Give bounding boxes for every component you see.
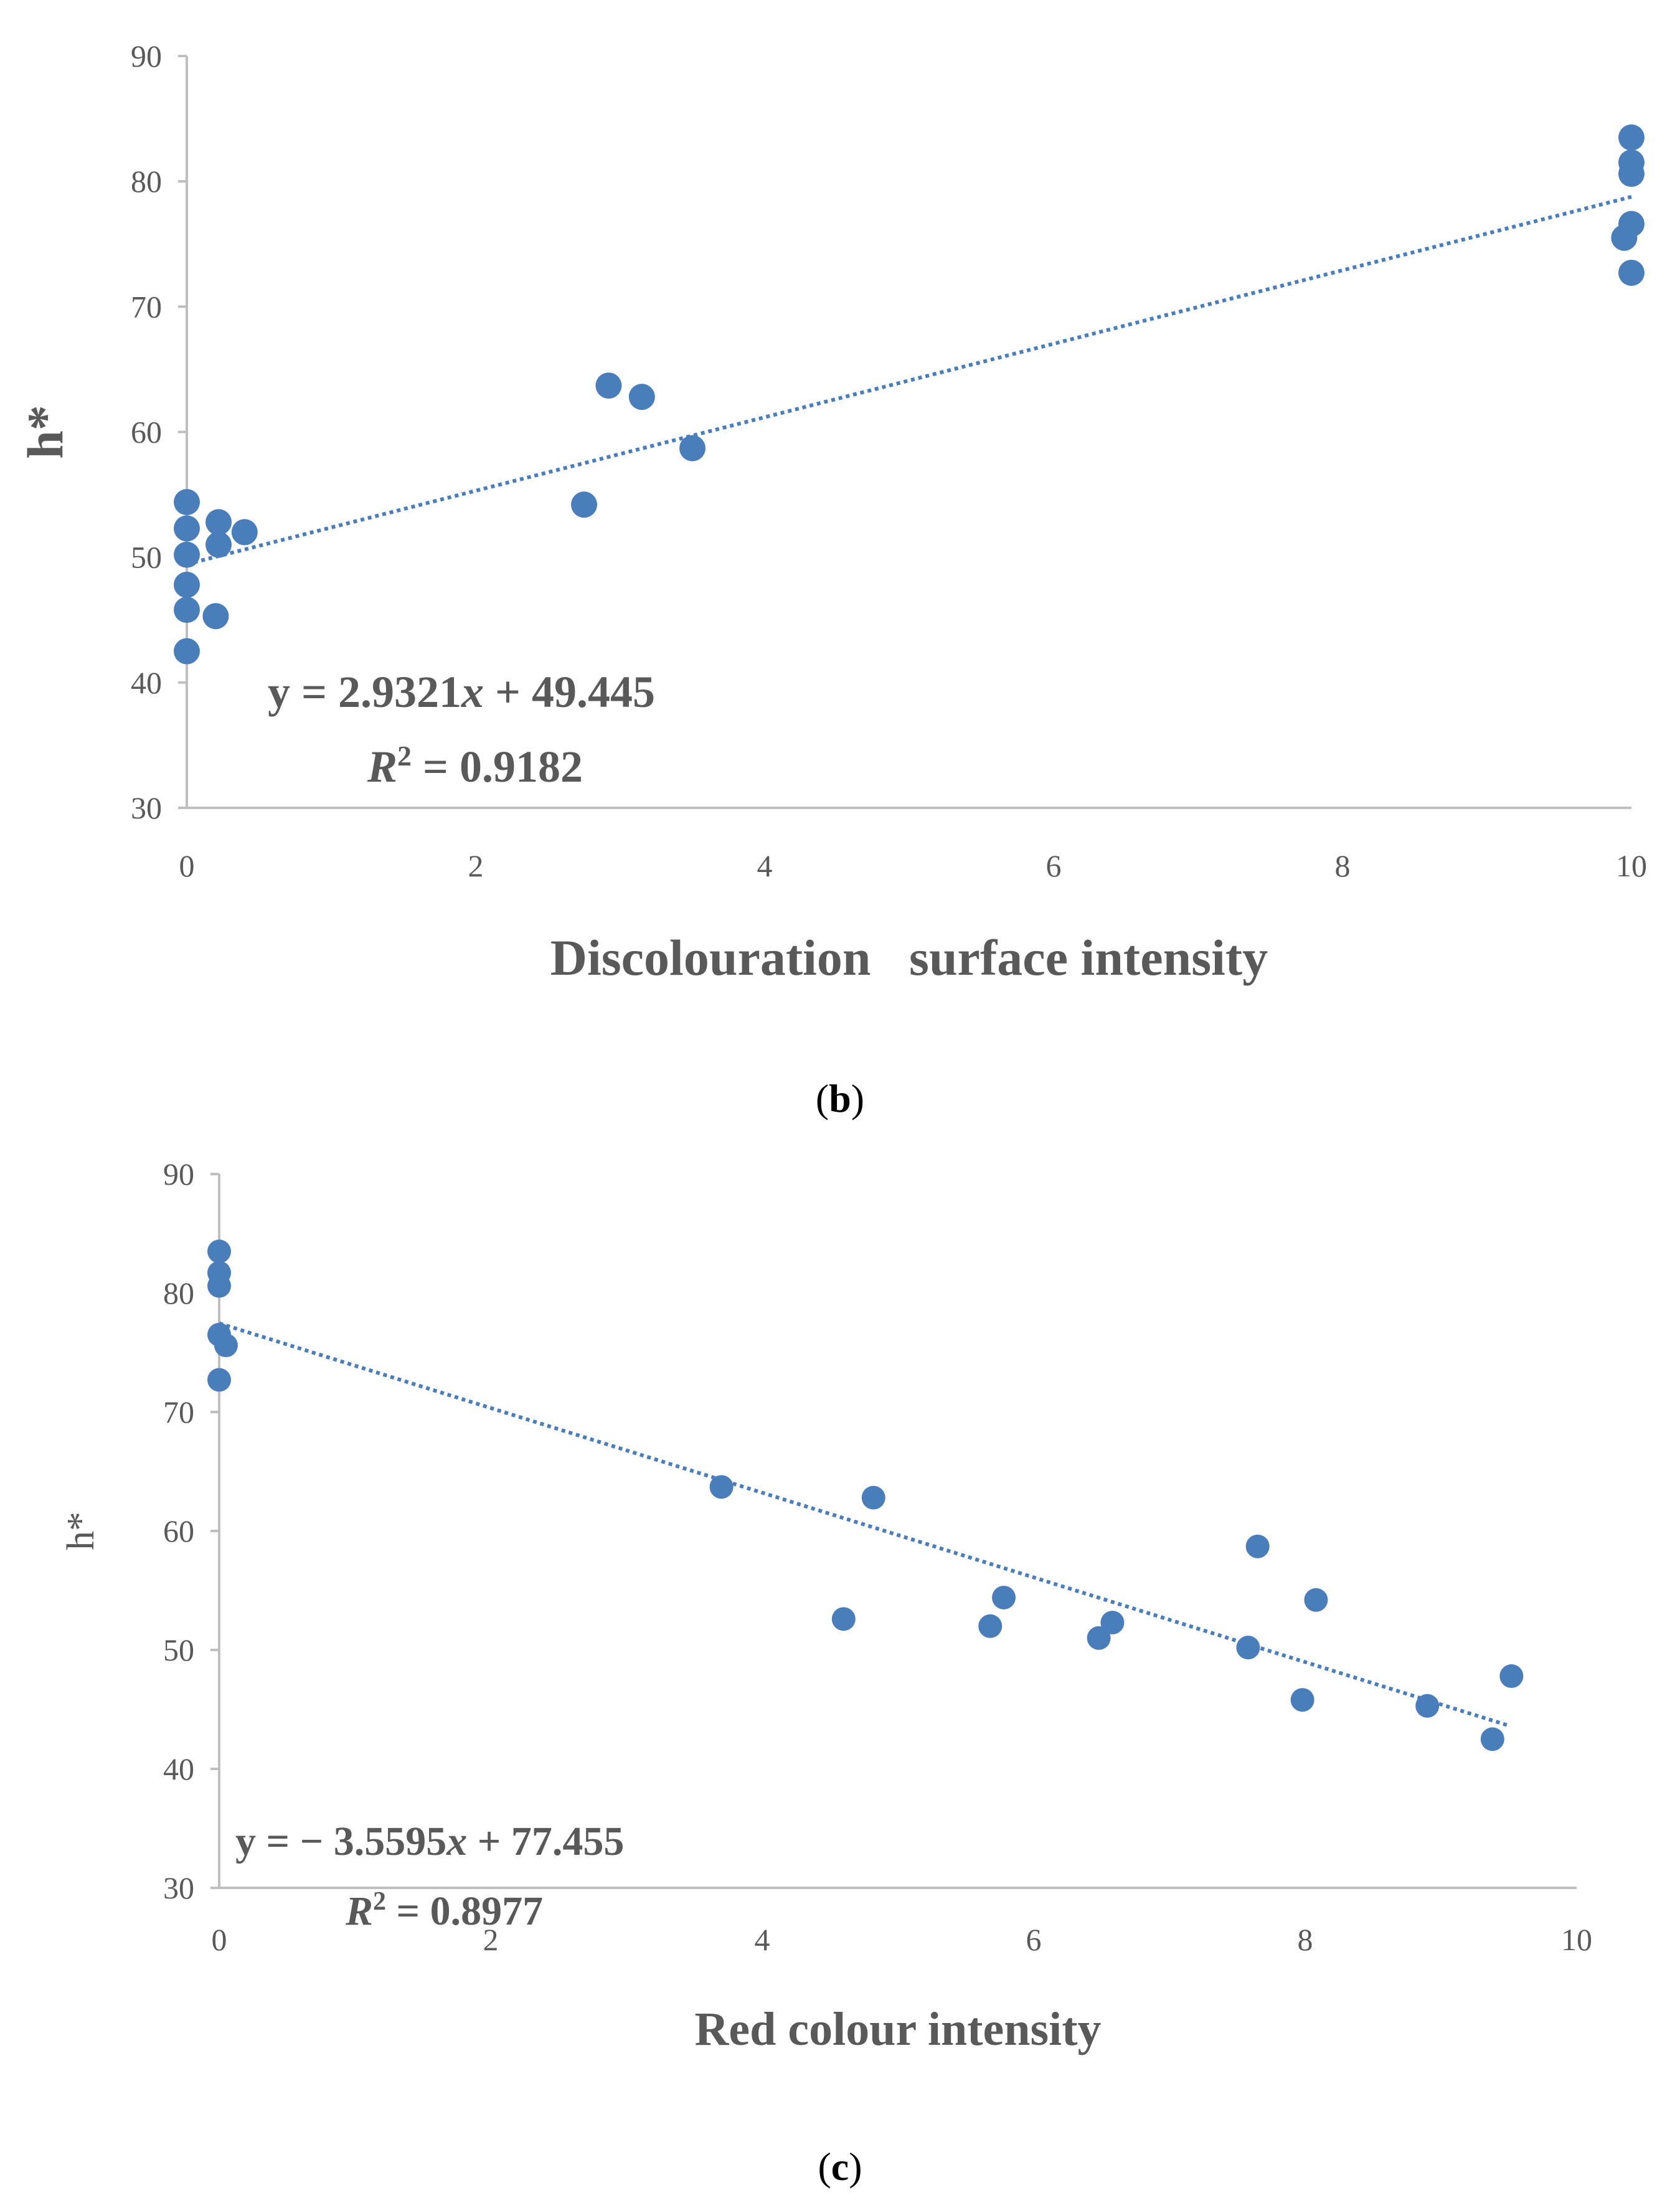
chart-c-y-tick-label: 80 bbox=[163, 1276, 194, 1310]
chart-b-point bbox=[205, 531, 232, 558]
chart-c-r2: R2 = 0.8977 bbox=[345, 1887, 543, 1934]
chart-c-point bbox=[1087, 1626, 1111, 1650]
chart-c-point bbox=[1499, 1664, 1524, 1689]
chart-b-point bbox=[628, 384, 655, 410]
chart-c-x-tick-label: 2 bbox=[483, 1922, 499, 1957]
chart-b-x-tick-label: 10 bbox=[1616, 848, 1647, 883]
chart-b-equation-var: x bbox=[461, 667, 484, 717]
chart-b-point bbox=[679, 435, 706, 462]
chart-b-point bbox=[174, 515, 200, 542]
chart-b-caption: (b) bbox=[816, 1076, 864, 1121]
chart-c-point bbox=[709, 1475, 734, 1499]
chart-b-x-tick-label: 4 bbox=[757, 848, 773, 883]
chart-c-point bbox=[1304, 1588, 1328, 1612]
chart-c-point bbox=[1245, 1534, 1270, 1558]
chart-c: 30 40 50 60 70 80 90 0 2 4 6 8 10 h* Red colour int… bbox=[60, 1157, 1592, 2189]
chart-b-point bbox=[1618, 149, 1645, 176]
chart-b-point bbox=[595, 372, 622, 399]
chart-b-point bbox=[174, 597, 200, 623]
chart-b-point bbox=[174, 541, 200, 568]
chart-b-point bbox=[1618, 124, 1645, 151]
chart-b-point bbox=[1618, 260, 1645, 287]
chart-c-x-tick-label: 6 bbox=[1026, 1922, 1042, 1957]
chart-c-point bbox=[207, 1368, 231, 1392]
chart-b-caption-letter: b bbox=[829, 1076, 851, 1121]
chart-c-y-tick-label: 60 bbox=[163, 1514, 194, 1548]
chart-b-r2: R2 = 0.9182 bbox=[367, 740, 583, 792]
chart-b-r2-sup: 2 bbox=[397, 740, 412, 772]
chart-b-point bbox=[174, 638, 200, 665]
chart-b-x-tick-label: 6 bbox=[1046, 848, 1062, 883]
chart-b-y-tick-label: 70 bbox=[131, 289, 162, 324]
chart-c-y-axis-label: h* bbox=[60, 1512, 102, 1550]
chart-c-x-tick-label: 8 bbox=[1298, 1922, 1313, 1957]
chart-c-point bbox=[831, 1607, 856, 1631]
chart-c-caption-letter: c bbox=[831, 2144, 849, 2189]
chart-b-trendline bbox=[186, 195, 1632, 566]
chart-b-point bbox=[202, 603, 229, 630]
chart-c-point bbox=[978, 1614, 1003, 1638]
chart-b-x-tick-label: 0 bbox=[179, 848, 195, 883]
chart-b-y-tick-label: 80 bbox=[131, 164, 162, 199]
chart-c-y-tick-label: 30 bbox=[163, 1870, 194, 1905]
chart-b: 30 40 50 60 70 80 90 0 2 4 6 8 10 h* Discolouration… bbox=[17, 39, 1647, 1121]
chart-c-point bbox=[1100, 1611, 1125, 1635]
chart-c-trendline bbox=[219, 1321, 1509, 1728]
chart-b-r2-label: R bbox=[367, 742, 397, 792]
chart-c-point bbox=[1236, 1636, 1260, 1660]
chart-c-equation-lhs: y = − 3.5595 bbox=[235, 1819, 446, 1864]
chart-b-point bbox=[1618, 211, 1645, 237]
chart-b-y-tick-label: 90 bbox=[131, 39, 162, 73]
chart-c-caption: (c) bbox=[818, 2144, 862, 2189]
chart-b-x-axis-label: Discolouration surface intensity bbox=[550, 929, 1268, 986]
chart-b-y-tick-label: 60 bbox=[131, 415, 162, 450]
chart-b-point bbox=[231, 519, 258, 546]
chart-c-equation: y = − 3.5595x + 77.455 bbox=[235, 1819, 624, 1864]
chart-c-point bbox=[207, 1274, 231, 1298]
chart-c-r2-label: R bbox=[345, 1888, 373, 1934]
chart-c-point bbox=[861, 1485, 885, 1510]
chart-c-y-tick-label: 90 bbox=[163, 1157, 194, 1192]
chart-b-x-axis-label-text: Discolouration surface intensity bbox=[550, 929, 1268, 986]
chart-b-point bbox=[174, 489, 200, 516]
chart-b-r2-value: = 0.9182 bbox=[412, 742, 583, 792]
chart-c-y-tick-label: 40 bbox=[163, 1751, 194, 1786]
chart-b-point bbox=[174, 571, 200, 598]
chart-b-equation-rhs: + 49.445 bbox=[484, 667, 655, 717]
chart-c-x-axis-label: Red colour intensity bbox=[694, 2003, 1101, 2055]
chart-c-point bbox=[1480, 1727, 1504, 1751]
chart-b-x-tick-label: 8 bbox=[1335, 848, 1351, 883]
chart-c-y-tick-label: 70 bbox=[163, 1395, 194, 1429]
chart-c-point bbox=[214, 1334, 238, 1358]
chart-b-x-tick-label: 2 bbox=[468, 848, 484, 883]
chart-b-y-tick-label: 40 bbox=[131, 665, 162, 700]
chart-c-equation-rhs: + 77.455 bbox=[467, 1819, 624, 1864]
chart-c-r2-sup: 2 bbox=[373, 1887, 386, 1916]
chart-c-x-tick-label: 0 bbox=[212, 1922, 227, 1957]
chart-b-y-tick-label: 30 bbox=[131, 790, 162, 825]
chart-c-x-tick-label: 10 bbox=[1561, 1922, 1592, 1957]
chart-c-r2-value: = 0.8977 bbox=[386, 1888, 543, 1934]
chart-c-point bbox=[992, 1585, 1016, 1609]
chart-c-x-tick-label: 4 bbox=[755, 1922, 770, 1957]
chart-b-y-tick-label: 50 bbox=[131, 540, 162, 575]
chart-b-equation: y = 2.9321x + 49.445 bbox=[268, 667, 655, 717]
chart-c-y-tick-label: 50 bbox=[163, 1632, 194, 1667]
chart-b-equation-lhs: y = 2.9321 bbox=[268, 667, 461, 717]
chart-c-point bbox=[1290, 1688, 1314, 1712]
chart-c-point bbox=[207, 1239, 231, 1264]
chart-c-equation-var: x bbox=[446, 1819, 467, 1864]
chart-b-y-axis-label: h* bbox=[17, 405, 73, 459]
chart-b-point bbox=[571, 491, 597, 518]
chart-c-point bbox=[1415, 1694, 1440, 1718]
chart-b-point bbox=[205, 509, 232, 536]
